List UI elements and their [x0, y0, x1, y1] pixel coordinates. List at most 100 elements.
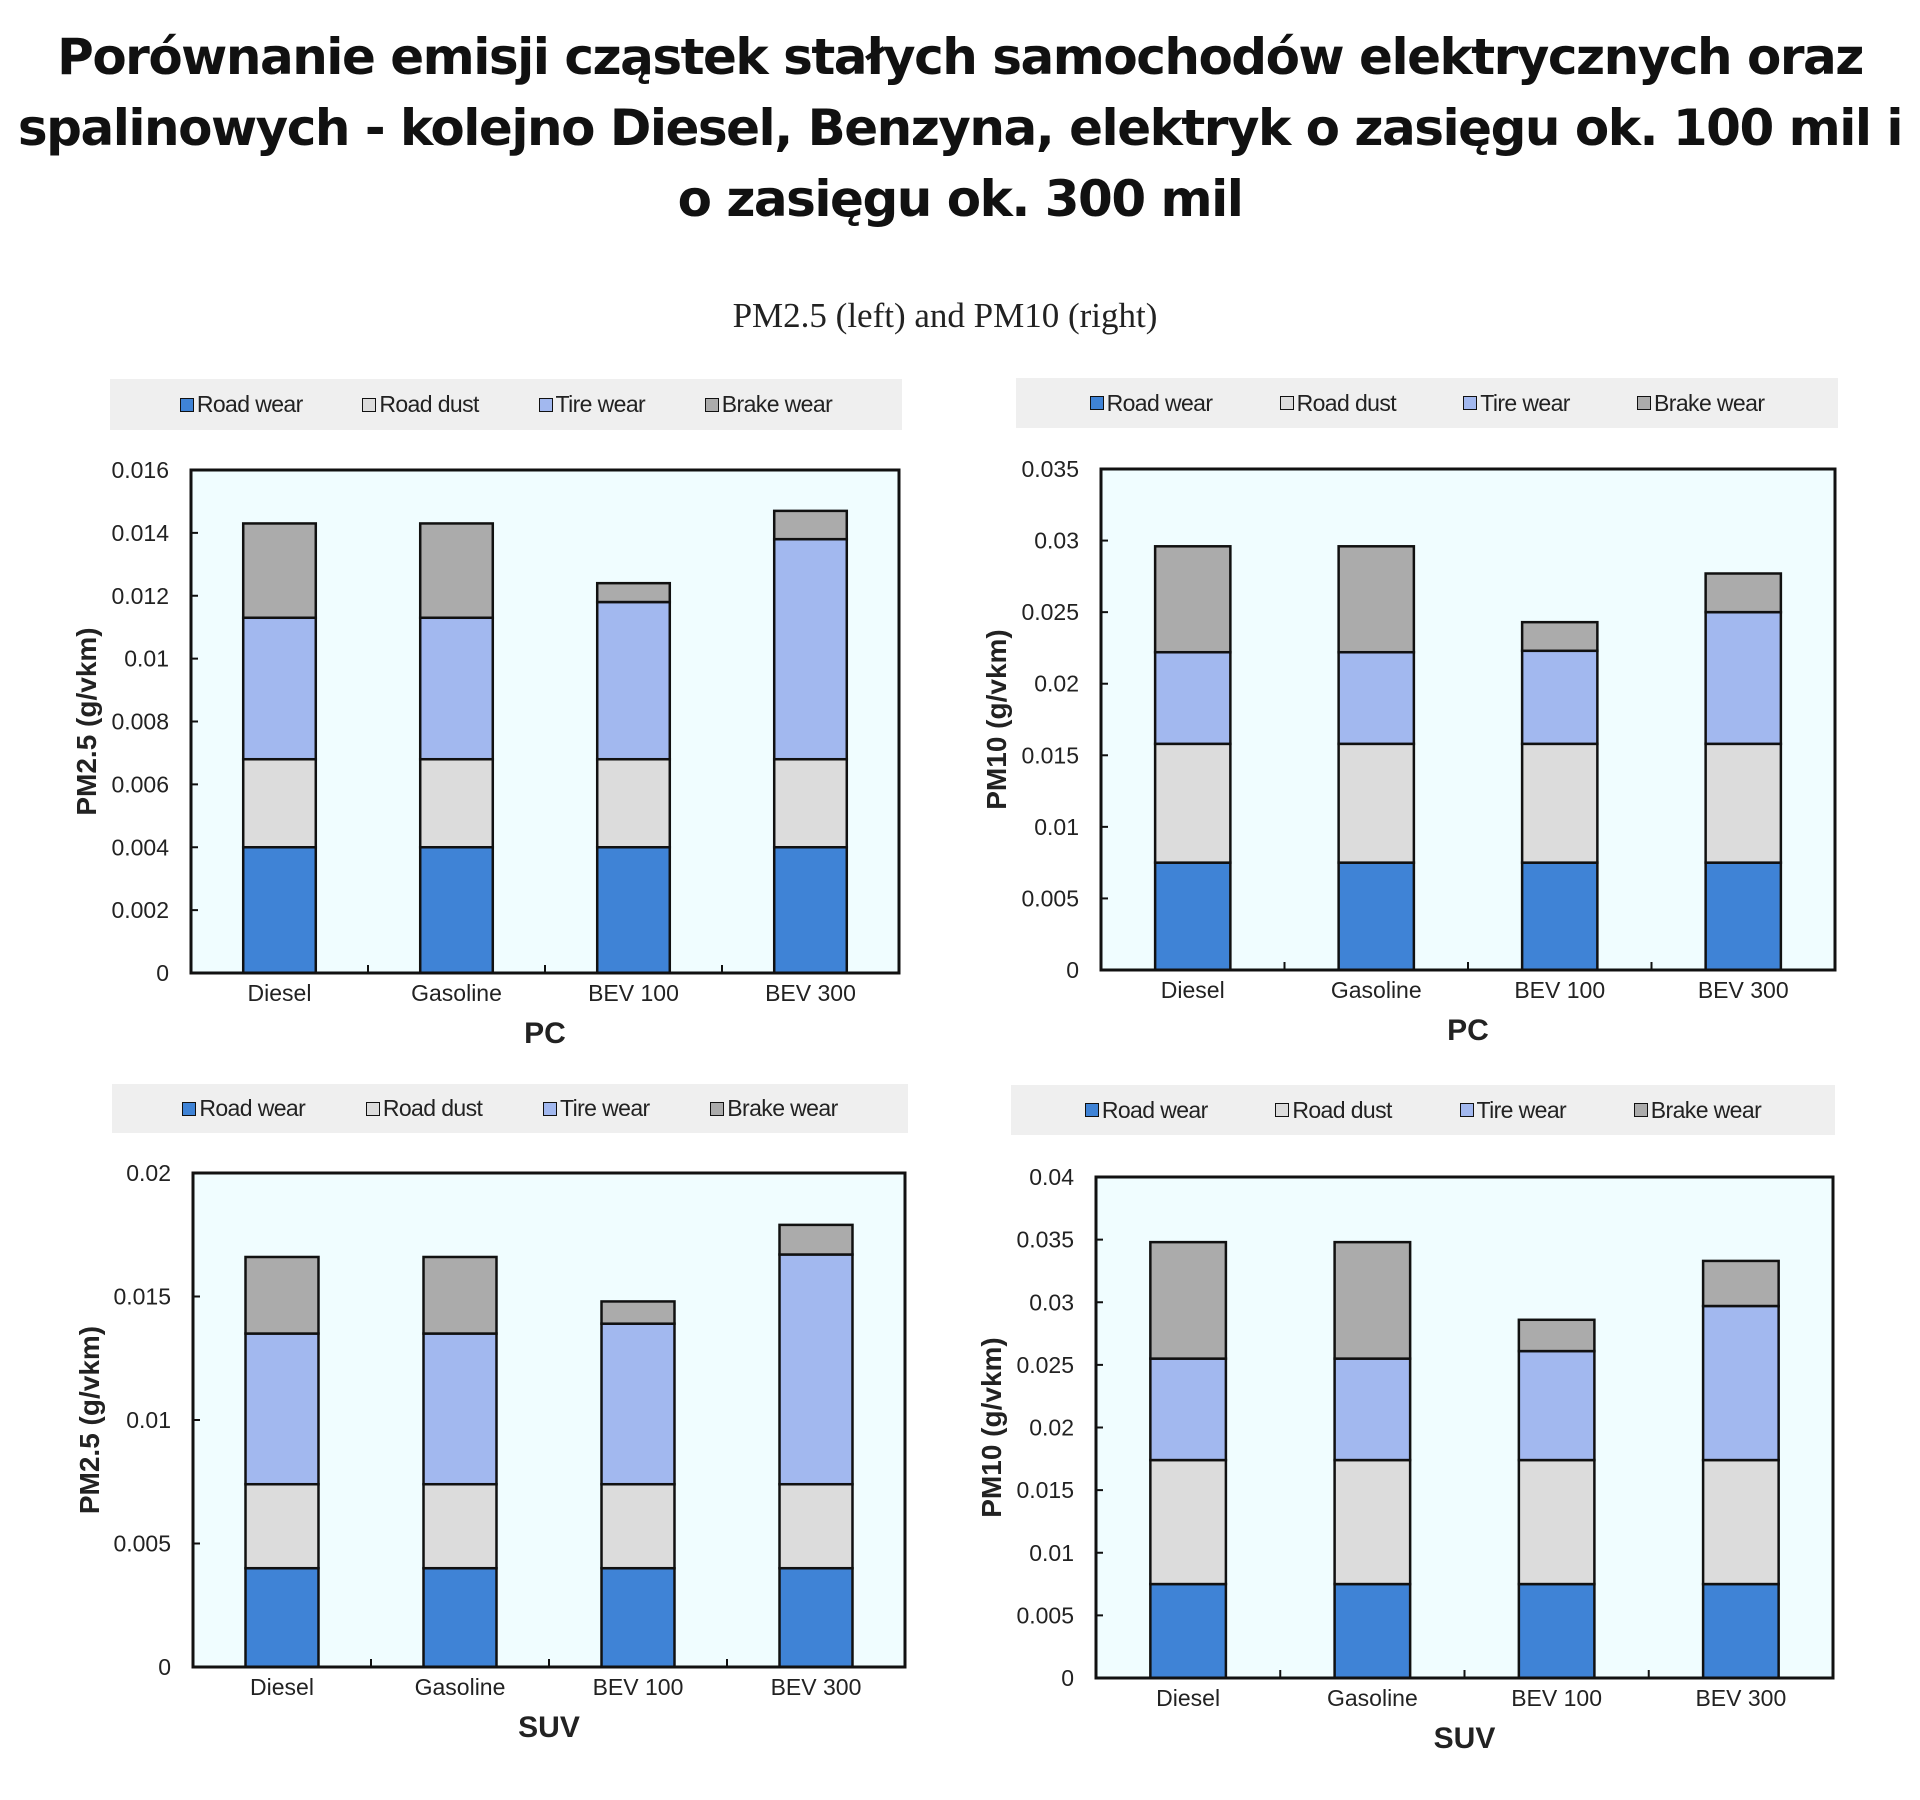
y-axis-title: PM2.5 (g/vkm) — [74, 1326, 105, 1514]
legend-item: Brake wear — [710, 1095, 838, 1122]
chart-0: 0 0.002 0.004 0.006 0.008 0.01 0.012 0.014 0.016… — [71, 457, 901, 1050]
y-tick-label: 0.004 — [111, 834, 169, 860]
y-tick-label: 0.02 — [1034, 671, 1079, 697]
x-tick-label: BEV 300 — [1695, 1685, 1786, 1711]
chart-legend: Road wear Road dust Tire wear Brake wear — [1011, 1085, 1835, 1135]
bar-segment-tire-wear — [772, 537, 849, 761]
legend-item: Road dust — [365, 1095, 483, 1122]
bar-segment-road-wear — [1704, 861, 1783, 972]
y-tick-label: 0.015 — [113, 1284, 171, 1310]
bar-segment-road-wear — [772, 846, 849, 975]
bar-segment-brake-wear — [1149, 1240, 1228, 1360]
legend-label: Road wear — [196, 391, 303, 417]
y-tick-label: 0.025 — [1021, 599, 1079, 625]
bar-segment-road-dust — [600, 1482, 676, 1570]
legend-label: Brake wear — [1650, 1096, 1762, 1123]
bar-segment-road-dust — [422, 1482, 498, 1570]
bar-segment-brake-wear — [241, 522, 318, 620]
plot-frame — [189, 468, 901, 975]
y-tick-label: 0.015 — [1021, 742, 1079, 768]
bar-segment-tire-wear — [1701, 1304, 1780, 1462]
bar-segment-road-wear — [1337, 861, 1416, 972]
y-tick-label: 0.01 — [124, 646, 169, 672]
bar-segment-road-wear — [1149, 1582, 1228, 1680]
legend-swatch — [1089, 396, 1104, 410]
legend-swatch — [179, 397, 194, 412]
y-tick-label: 0.002 — [111, 897, 169, 923]
bar-segment-tire-wear — [1153, 650, 1232, 746]
chart-legend: Road wear Road dust Tire wear Brake wear — [112, 1084, 908, 1133]
legend-item: Road wear — [179, 391, 303, 418]
x-tick-label: BEV 300 — [1698, 977, 1789, 1003]
y-tick-label: 0.04 — [1029, 1164, 1074, 1190]
bar-segment-tire-wear — [1149, 1357, 1228, 1462]
x-axis-title: SUV — [518, 1711, 580, 1744]
legend-swatch — [538, 397, 553, 412]
y-tick-label: 0.02 — [1029, 1415, 1074, 1441]
x-tick-label: BEV 100 — [588, 980, 679, 1006]
y-tick-label: 0.012 — [111, 583, 169, 609]
y-tick-label: 0.02 — [126, 1160, 171, 1186]
y-tick-label: 0.015 — [1016, 1477, 1074, 1503]
legend-swatch — [1463, 396, 1478, 410]
y-tick-label: 0.016 — [111, 457, 169, 483]
legend-swatch — [362, 397, 377, 412]
bar-segment-tire-wear — [1520, 649, 1599, 746]
bar-segment-brake-wear — [772, 509, 849, 541]
bar-segment-tire-wear — [778, 1253, 854, 1486]
bar-segment-road-dust — [1517, 1458, 1596, 1586]
y-tick-label: 0.005 — [1016, 1602, 1074, 1628]
y-tick-label: 0.005 — [1021, 885, 1079, 911]
y-tick-label: 0 — [158, 1654, 171, 1680]
y-tick-label: 0.01 — [1029, 1540, 1074, 1566]
legend-swatch — [1633, 1103, 1648, 1117]
x-axis-title: PC — [524, 1017, 566, 1050]
y-tick-label: 0.014 — [111, 520, 169, 546]
bar-segment-road-wear — [778, 1566, 854, 1669]
legend-label: Brake wear — [1654, 389, 1765, 416]
legend-item: Tire wear — [1459, 1097, 1567, 1124]
x-tick-label: Gasoline — [1327, 1685, 1418, 1711]
bar-segment-road-wear — [1520, 861, 1599, 972]
legend-item: Brake wear — [1637, 389, 1765, 417]
bar-segment-road-dust — [1149, 1458, 1228, 1586]
bar-segment-brake-wear — [1333, 1240, 1412, 1360]
y-tick-label: 0 — [1066, 957, 1079, 983]
bar-segment-tire-wear — [595, 600, 672, 761]
legend-swatch — [182, 1101, 197, 1116]
bar-segment-road-wear — [244, 1566, 320, 1669]
plot-frame — [1094, 1175, 1835, 1680]
x-tick-label: Gasoline — [415, 1674, 506, 1700]
bar-segment-brake-wear — [1701, 1259, 1780, 1308]
bar-segment-brake-wear — [244, 1255, 320, 1335]
legend-label: Road dust — [379, 391, 479, 417]
bar-segment-road-dust — [1701, 1458, 1780, 1586]
bar-segment-brake-wear — [418, 522, 495, 620]
x-axis-title: PC — [1447, 1014, 1489, 1047]
bar-segment-road-dust — [1704, 742, 1783, 864]
x-tick-label: Gasoline — [1331, 977, 1422, 1003]
bar-segment-brake-wear — [595, 581, 672, 604]
x-axis-title: SUV — [1434, 1722, 1496, 1755]
legend-label: Road dust — [1292, 1096, 1392, 1123]
legend-item: Tire wear — [538, 391, 646, 418]
legend-label: Road dust — [1296, 389, 1397, 416]
x-tick-label: BEV 100 — [1511, 1685, 1602, 1711]
legend-item: Road wear — [1089, 389, 1213, 417]
legend-swatch — [1275, 1103, 1290, 1117]
legend-label: Road wear — [1106, 389, 1213, 416]
y-tick-label: 0.008 — [111, 709, 169, 735]
bar-segment-road-dust — [1153, 742, 1232, 864]
bar-segment-road-dust — [418, 757, 495, 849]
chart-3: 0 0.005 0.01 0.015 0.02 0.025 0.03 0.035 0.04 Die… — [976, 1164, 1835, 1755]
x-tick-label: BEV 300 — [765, 980, 856, 1006]
x-tick-label: BEV 100 — [1514, 977, 1605, 1003]
bar-segment-road-wear — [422, 1566, 498, 1669]
bar-segment-road-dust — [778, 1482, 854, 1570]
y-tick-label: 0.006 — [111, 771, 169, 797]
x-tick-label: Diesel — [250, 1674, 314, 1700]
legend-item: Road dust — [1279, 389, 1397, 417]
legend-swatch — [543, 1101, 557, 1116]
legend-item: Brake wear — [1633, 1096, 1762, 1124]
y-tick-label: 0.035 — [1021, 456, 1079, 482]
